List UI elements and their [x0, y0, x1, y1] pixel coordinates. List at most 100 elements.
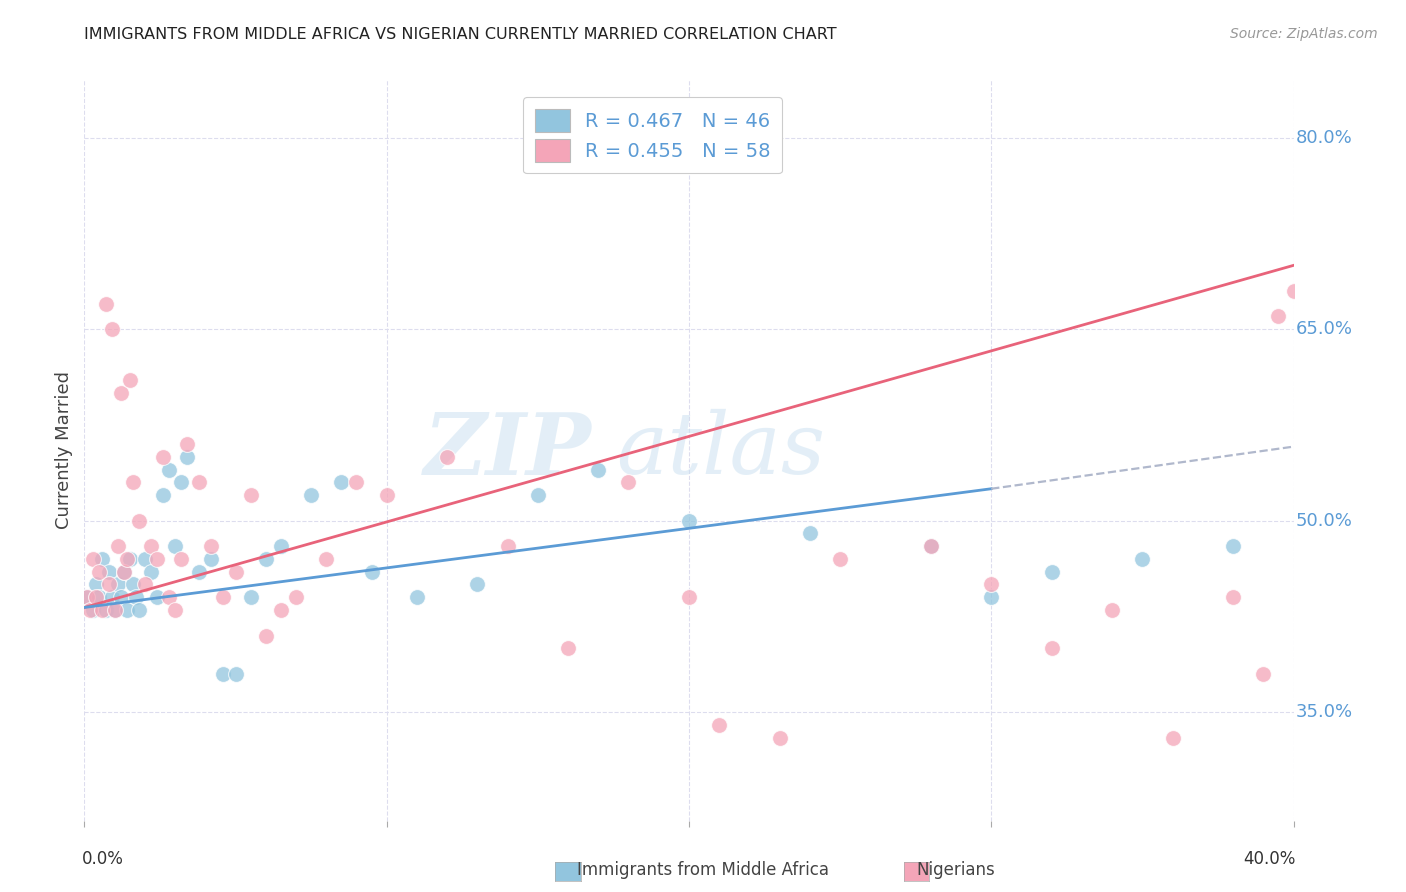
Point: [239, 591, 262, 605]
Point: [239, 488, 262, 502]
Point: [89, 565, 111, 579]
Point: [118, 373, 141, 387]
Point: [1343, 360, 1365, 375]
Point: [1161, 731, 1184, 745]
Point: [346, 475, 368, 490]
Text: Immigrants from Middle Africa: Immigrants from Middle Africa: [576, 861, 830, 879]
Point: [188, 565, 211, 579]
Point: [94, 603, 117, 617]
Point: [104, 603, 127, 617]
Point: [91, 603, 114, 617]
Point: [270, 539, 292, 553]
Point: [82, 603, 104, 617]
Point: [270, 603, 292, 617]
Point: [225, 565, 247, 579]
Point: [176, 450, 198, 464]
Point: [100, 322, 122, 336]
Point: [496, 539, 519, 553]
Point: [436, 450, 458, 464]
Point: [188, 475, 211, 490]
Point: [115, 603, 138, 617]
Point: [225, 666, 247, 681]
Point: [200, 539, 222, 553]
Point: [157, 462, 180, 476]
Point: [112, 565, 135, 579]
Text: IMMIGRANTS FROM MIDDLE AFRICA VS NIGERIAN CURRENTLY MARRIED CORRELATION CHART: IMMIGRANTS FROM MIDDLE AFRICA VS NIGERIA…: [84, 27, 837, 42]
Point: [76, 591, 98, 605]
Point: [678, 514, 700, 528]
Point: [212, 591, 235, 605]
Point: [799, 526, 821, 541]
Point: [107, 539, 129, 553]
Point: [254, 629, 277, 643]
Point: [678, 591, 700, 605]
Point: [139, 539, 162, 553]
Point: [360, 565, 382, 579]
Point: [176, 437, 198, 451]
Point: [76, 591, 98, 605]
Point: [330, 475, 353, 490]
Point: [115, 552, 138, 566]
Point: [110, 591, 132, 605]
Point: [100, 591, 122, 605]
Text: 50.0%: 50.0%: [1296, 512, 1353, 530]
Point: [152, 450, 174, 464]
Point: [112, 565, 135, 579]
Point: [170, 475, 193, 490]
Point: [170, 552, 193, 566]
Point: [920, 539, 942, 553]
Text: 65.0%: 65.0%: [1296, 320, 1353, 338]
Point: [375, 488, 398, 502]
Point: [121, 577, 143, 591]
Point: [1282, 284, 1305, 298]
Point: [94, 296, 117, 310]
Point: [557, 641, 579, 656]
Point: [118, 552, 141, 566]
Point: [82, 552, 104, 566]
Point: [86, 591, 108, 605]
Text: 35.0%: 35.0%: [1296, 703, 1353, 721]
Point: [107, 577, 129, 591]
Text: 0.0%: 0.0%: [82, 850, 124, 868]
Point: [163, 539, 186, 553]
Point: [1267, 310, 1289, 324]
Point: [1251, 666, 1274, 681]
Point: [588, 462, 610, 476]
Point: [139, 565, 162, 579]
Point: [1222, 539, 1244, 553]
Point: [134, 552, 156, 566]
Legend: R = 0.467   N = 46, R = 0.455   N = 58: R = 0.467 N = 46, R = 0.455 N = 58: [523, 97, 782, 173]
Point: [526, 488, 548, 502]
Point: [980, 591, 1002, 605]
Point: [212, 666, 235, 681]
Point: [769, 731, 792, 745]
Point: [86, 577, 108, 591]
Point: [617, 475, 640, 490]
Text: ZIP: ZIP: [425, 409, 592, 492]
Point: [1101, 603, 1123, 617]
Point: [1372, 514, 1395, 528]
Point: [1130, 552, 1153, 566]
Y-axis label: Currently Married: Currently Married: [55, 371, 73, 530]
Point: [1222, 591, 1244, 605]
Point: [104, 603, 127, 617]
Text: 40.0%: 40.0%: [1243, 850, 1296, 868]
Point: [128, 514, 150, 528]
Point: [467, 577, 489, 591]
Point: [406, 591, 429, 605]
Text: Source: ZipAtlas.com: Source: ZipAtlas.com: [1230, 27, 1378, 41]
Point: [97, 577, 120, 591]
Point: [125, 591, 148, 605]
Point: [79, 603, 101, 617]
Point: [830, 552, 852, 566]
Point: [920, 539, 942, 553]
Point: [1312, 488, 1334, 502]
Point: [315, 552, 337, 566]
Point: [1403, 565, 1406, 579]
Point: [91, 552, 114, 566]
Point: [1040, 641, 1063, 656]
Point: [152, 488, 174, 502]
Point: [110, 386, 132, 401]
Point: [284, 591, 308, 605]
Point: [254, 552, 277, 566]
